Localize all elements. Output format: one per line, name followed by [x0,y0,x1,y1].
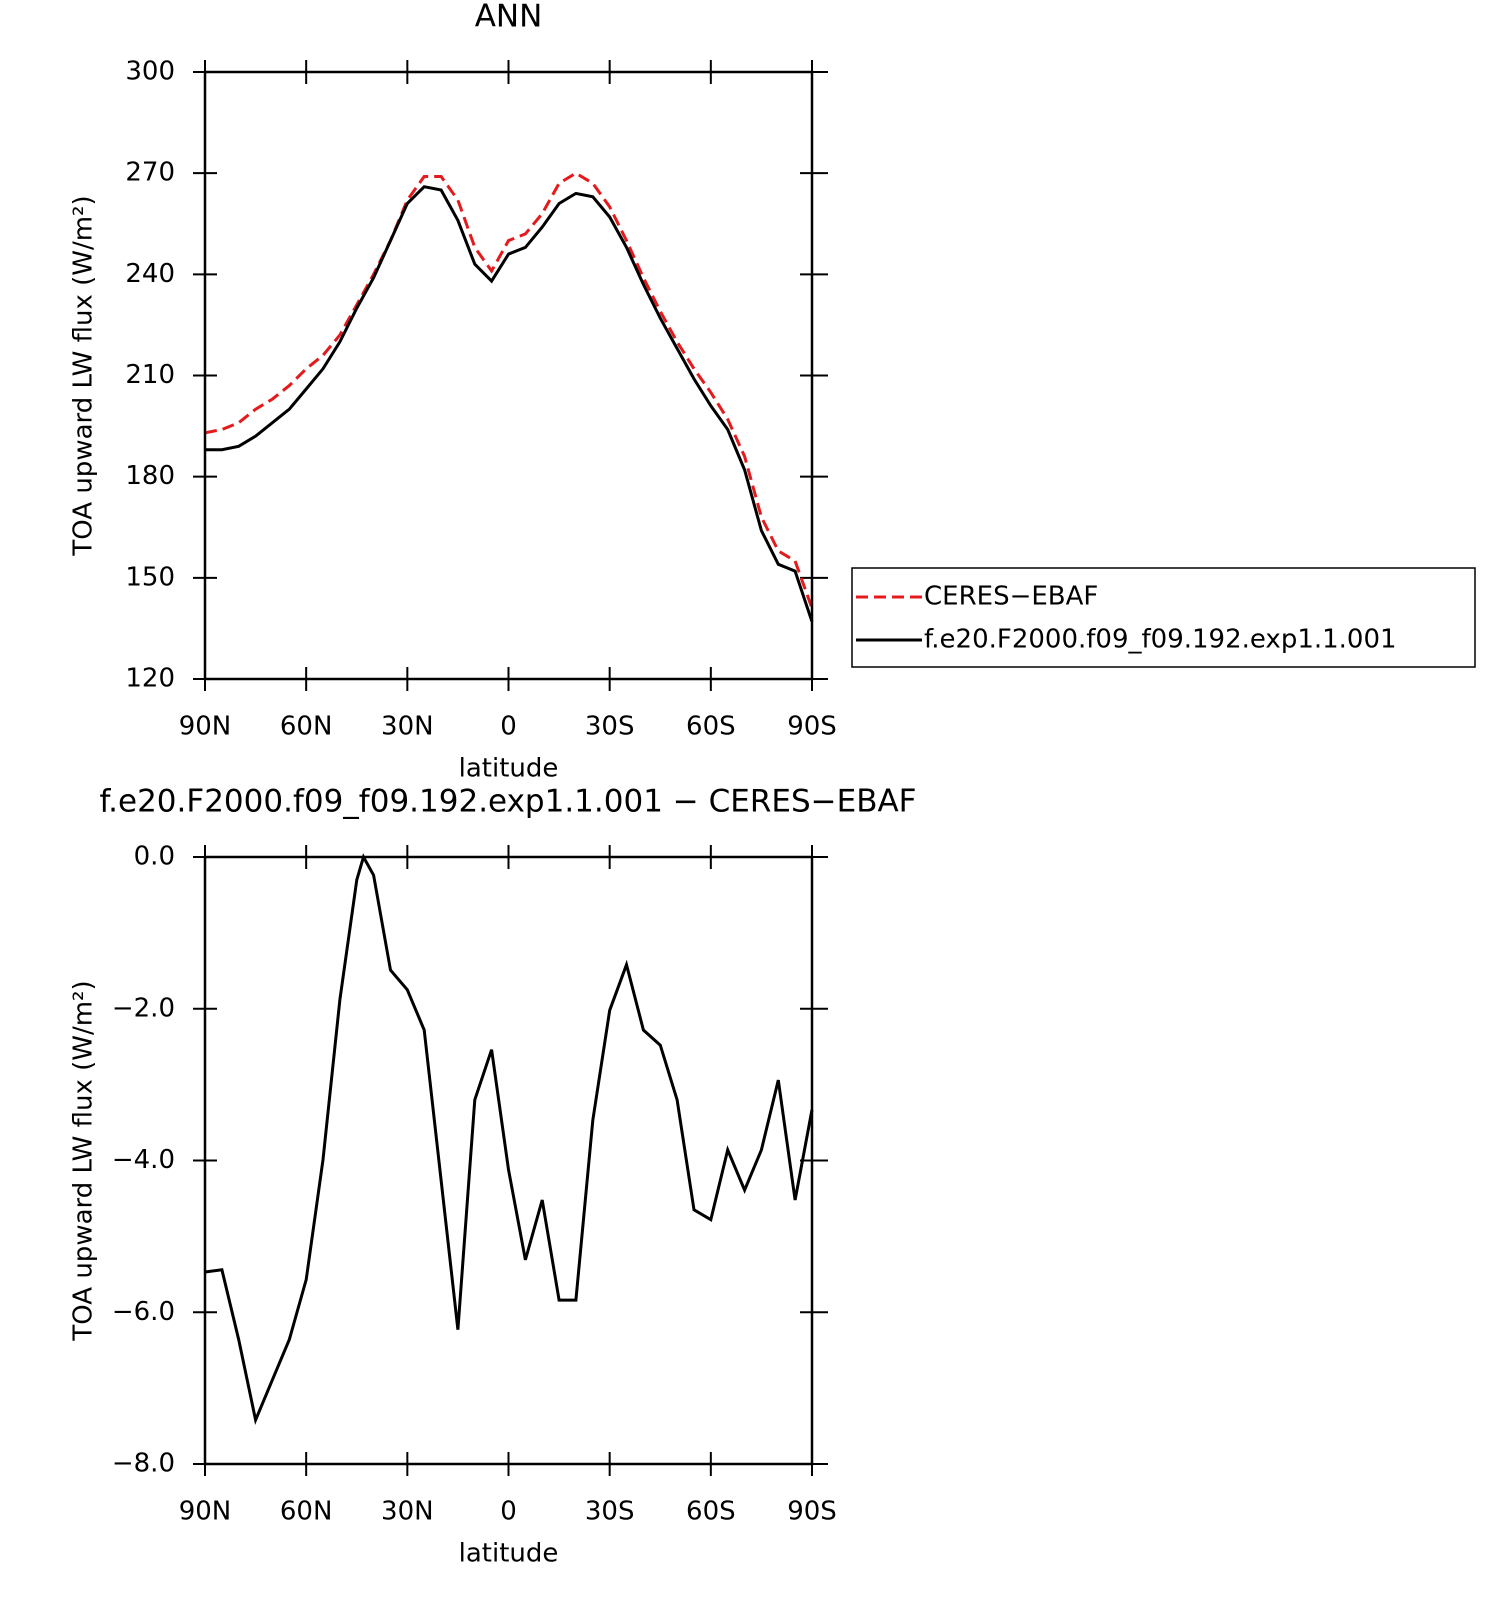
legend-label: f.e20.F2000.f09_f09.192.exp1.1.001 [924,625,1397,655]
y-axis-label: TOA upward LW flux (W/m²) [69,195,99,556]
chart-title: f.e20.F2000.f09_f09.192.exp1.1.001 − CER… [99,784,916,820]
y-tick-label: 0.0 [134,842,175,872]
y-tick-label: 210 [125,360,175,390]
x-tick-label: 30N [381,712,434,742]
x-tick-label: 60N [280,1497,333,1527]
x-tick-label: 60S [686,712,736,742]
y-tick-label: 180 [125,461,175,491]
y-tick-label: 120 [125,664,175,694]
legend-label: CERES−EBAF [924,582,1098,612]
x-axis-label: latitude [459,1539,559,1569]
series-line [204,171,814,609]
y-axis-label: TOA upward LW flux (W/m²) [69,980,99,1341]
x-tick-label: 30S [585,1497,635,1527]
x-tick-label: 0 [500,1497,517,1527]
x-tick-label: 0 [500,712,517,742]
y-tick-label: −4.0 [112,1145,175,1175]
x-axis-label: latitude [459,754,559,784]
x-tick-label: 60N [280,712,333,742]
y-tick-label: 270 [125,158,175,188]
legend-box [851,567,1476,668]
series-line [205,185,814,623]
y-tick-label: −2.0 [112,993,175,1023]
x-tick-label: 90S [787,712,837,742]
plot-frame [203,855,814,1466]
x-tick-label: 90N [179,712,232,742]
x-tick-label: 30N [381,1497,434,1527]
x-tick-label: 30S [585,712,635,742]
plot-frame [203,70,814,681]
series-line [204,853,814,1426]
y-tick-label: −8.0 [112,1449,175,1479]
y-tick-label: 150 [125,562,175,592]
y-tick-label: 240 [125,259,175,289]
chart-title: ANN [475,0,543,35]
x-tick-label: 90N [179,1497,232,1527]
y-tick-label: −6.0 [112,1297,175,1327]
y-tick-label: 300 [125,57,175,87]
x-tick-label: 60S [686,1497,736,1527]
x-tick-label: 90S [787,1497,837,1527]
